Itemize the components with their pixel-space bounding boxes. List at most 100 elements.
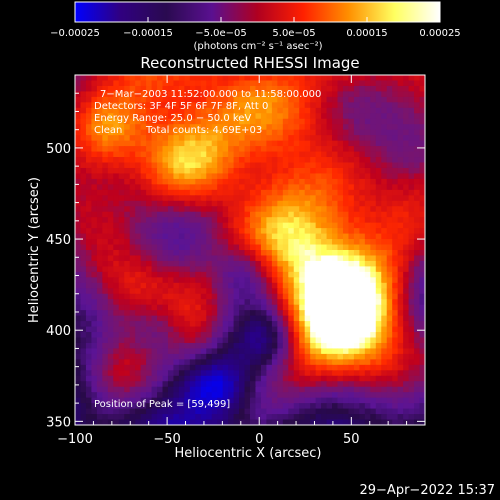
heatmap-cell [200,266,207,273]
heatmap-cell [386,222,393,229]
heatmap-cell [342,342,350,350]
heatmap-cell [206,359,213,366]
heatmap-cell [107,96,114,103]
heatmap-cell [403,75,410,82]
heatmap-cell [85,304,93,311]
heatmap-cell [233,228,240,235]
heatmap-cell [244,271,251,278]
heatmap-cell [408,315,415,322]
heatmap-cell [129,353,136,360]
heatmap-cell [195,386,202,393]
heatmap-cell [370,271,377,278]
heatmap-cell [102,370,109,377]
heatmap-cell [392,337,399,344]
heatmap-cell [332,146,339,153]
heatmap-cell [146,282,153,289]
heatmap-cell [332,118,339,125]
heatmap-cell [299,178,306,185]
heatmap-cell [419,102,425,109]
heatmap-cell [386,75,393,82]
heatmap-cell [386,288,393,295]
heatmap-cell [91,135,98,142]
heatmap-cell [304,408,311,415]
heatmap-cell [157,255,164,262]
heatmap-cell [288,359,295,366]
heatmap-cell [304,353,311,360]
heatmap-cell [326,364,333,371]
heatmap-cell [353,342,360,350]
heatmap-cell [228,408,235,415]
heatmap-cell [140,408,147,415]
heatmap-cell [419,124,425,131]
heatmap-cell [364,217,371,224]
heatmap-cell [293,206,300,213]
heatmap-cell [96,233,103,240]
heatmap-cell [419,315,425,322]
heatmap-cell [414,118,421,125]
heatmap-cell [91,414,98,421]
heatmap-cell [255,140,262,147]
heatmap-cell [386,299,393,306]
heatmap-cell [277,348,284,355]
heatmap-cell [304,397,311,404]
heatmap-cell [113,146,120,153]
heatmap-cell [342,282,350,289]
heatmap-cell [392,299,399,306]
heatmap-cell [118,397,125,404]
heatmap-cell [162,113,169,120]
heatmap-cell [375,157,382,164]
heatmap-cell [414,167,421,175]
heatmap-cell [140,255,147,262]
heatmap-cell [113,386,120,393]
heatmap-cell [310,129,317,136]
heatmap-cell [321,403,328,410]
heatmap-cell [206,266,213,273]
heatmap-cell [386,321,393,328]
annotation-detectors: Detectors: 3F 4F 5F 6F 7F 8F, Att 0 [94,101,268,112]
heatmap-cell [178,96,185,103]
heatmap-cell [326,173,333,180]
heatmap-cell [85,293,93,300]
heatmap-cell [129,397,136,404]
heatmap-cell [250,277,257,284]
heatmap-cell [178,364,185,371]
heatmap-cell [124,157,131,164]
heatmap-cell [414,129,421,136]
heatmap-cell [359,157,366,164]
heatmap-cell [326,162,333,169]
heatmap-cell [277,375,284,382]
heatmap-cell [353,321,360,328]
heatmap-cell [206,124,213,131]
heatmap-cell [217,162,224,169]
heatmap-cell [167,271,175,278]
heatmap-cell [107,337,114,344]
heatmap-cell [250,364,257,371]
heatmap-cell [397,381,404,388]
heatmap-cell [146,397,153,404]
heatmap-cell [337,353,344,360]
heatmap-cell [392,113,399,120]
heatmap-cell [353,162,360,169]
heatmap-cell [359,375,366,382]
heatmap-cell [80,310,87,317]
heatmap-cell [200,195,207,202]
heatmap-cell [96,162,103,169]
heatmap-cell [80,299,87,306]
heatmap-cell [85,250,93,257]
heatmap-cell [157,206,164,213]
heatmap-cell [167,397,175,404]
heatmap-cell [85,375,93,382]
heatmap-cell [211,304,218,311]
heatmap-cell [244,304,251,311]
heatmap-cell [102,288,109,295]
heatmap-cell [359,244,366,251]
heatmap-cell [304,288,311,295]
heatmap-cell [315,260,322,268]
heatmap-cell [321,364,328,371]
heatmap-cell [140,167,147,175]
heatmap-cell [293,260,300,268]
heatmap-cell [337,151,344,158]
heatmap-cell [75,321,82,328]
heatmap-cell [118,124,125,131]
heatmap-cell [217,315,224,322]
